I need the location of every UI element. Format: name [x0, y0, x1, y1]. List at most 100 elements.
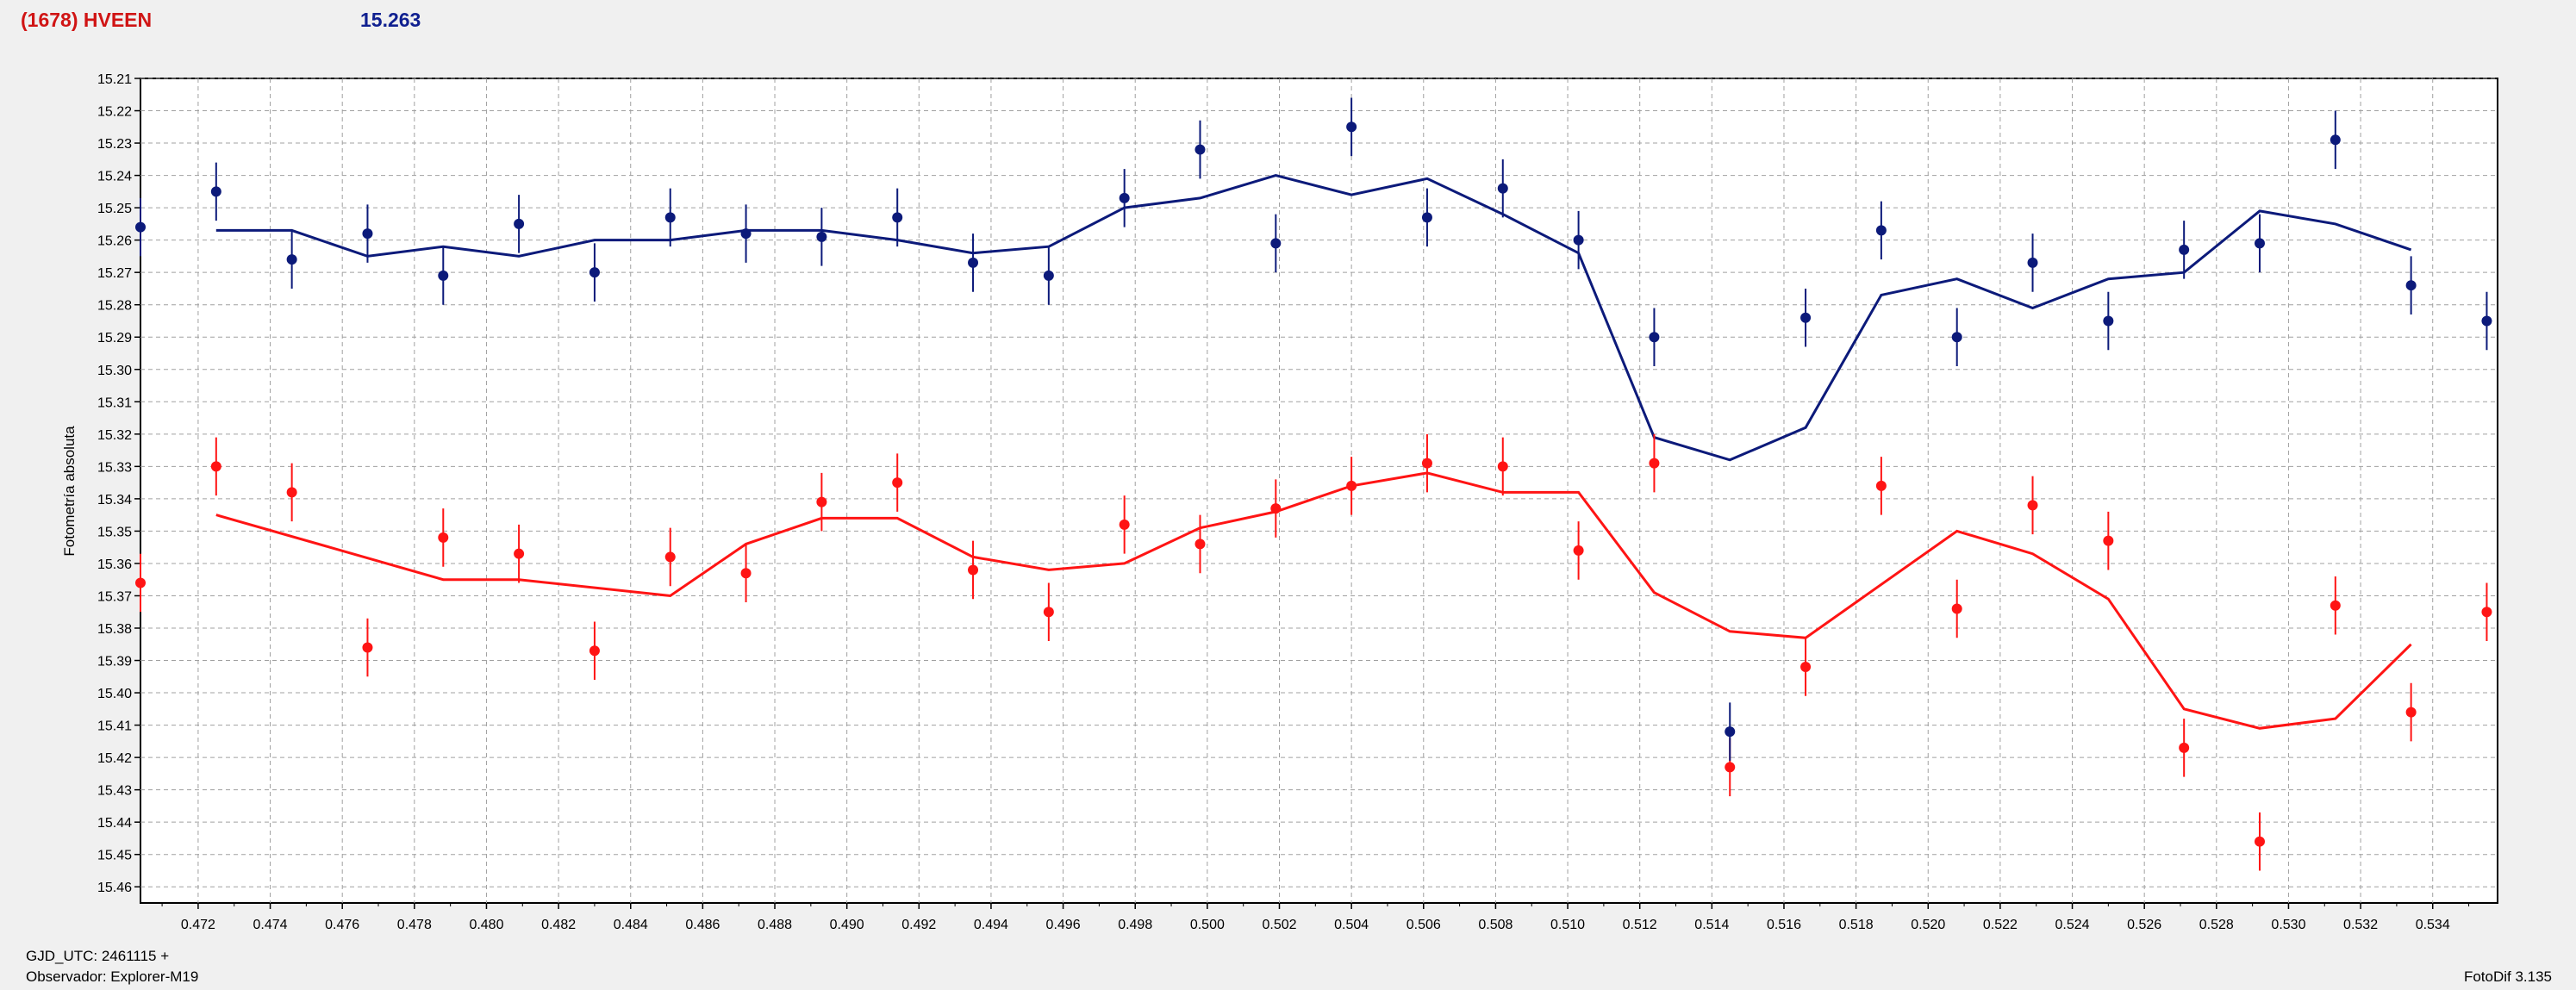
blue-data-point: [1043, 270, 1054, 281]
y-tick-label: 15.23: [97, 137, 132, 152]
blue-data-point: [2254, 238, 2265, 249]
x-tick-label: 0.496: [1046, 918, 1081, 932]
y-tick-label: 15.30: [97, 364, 132, 378]
blue-data-point: [1421, 212, 1432, 223]
red-data-point: [2405, 707, 2417, 718]
red-data-point: [438, 532, 449, 543]
gjd-label: GJD_UTC: 2461115 +: [26, 948, 170, 964]
y-tick-label: 15.41: [97, 719, 132, 734]
blue-data-point: [1875, 225, 1887, 236]
x-tick-label: 0.490: [830, 918, 864, 932]
y-tick-label: 15.27: [97, 266, 132, 281]
x-tick-label: 0.526: [2127, 918, 2161, 932]
blue-data-point: [1119, 192, 1130, 203]
red-data-point: [816, 496, 827, 507]
blue-data-point: [1270, 238, 1282, 249]
red-fit-line: [215, 471, 2412, 730]
red-data-point: [1194, 539, 1206, 550]
y-tick-label: 15.22: [97, 105, 132, 120]
red-data-point: [2254, 836, 2265, 847]
x-tick-label: 0.486: [685, 918, 720, 932]
x-tick-label: 0.524: [2055, 918, 2090, 932]
object-title: (1678) HVEEN: [21, 9, 153, 31]
y-tick-label: 15.40: [97, 687, 132, 701]
red-data-point: [2330, 600, 2341, 611]
blue-data-point: [1725, 726, 1736, 738]
y-tick-label: 15.39: [97, 655, 132, 669]
y-axis-label: Fotometría absoluta: [61, 426, 78, 557]
x-tick-label: 0.518: [1839, 918, 1874, 932]
red-data-point: [1725, 762, 1736, 773]
blue-data-point: [1800, 312, 1812, 323]
blue-data-point: [1194, 144, 1206, 155]
x-tick-label: 0.530: [2271, 918, 2305, 932]
blue-data-point: [2027, 257, 2038, 268]
blue-data-point: [892, 212, 903, 223]
red-data-point: [2179, 742, 2190, 753]
x-tick-label: 0.472: [181, 918, 215, 932]
plot-area: [140, 78, 2498, 904]
red-data-point: [1421, 458, 1432, 469]
x-tick-label: 0.528: [2199, 918, 2234, 932]
red-data-point: [1270, 503, 1282, 514]
x-tick-label: 0.502: [1262, 918, 1296, 932]
observer-label: Observador: Explorer-M19: [26, 968, 199, 985]
red-data-point: [1346, 480, 1357, 491]
blue-data-point: [286, 254, 297, 265]
x-tick-label: 0.514: [1694, 918, 1729, 932]
blue-data-point: [514, 218, 525, 229]
y-tick-label: 15.45: [97, 849, 132, 863]
red-data-point: [362, 642, 373, 653]
x-axis-ticks: 0.472 0.474 0.476 0.478 0.480 0.482 0.484 0.486…: [161, 903, 2470, 932]
red-data-point: [514, 548, 525, 559]
y-tick-label: 15.25: [97, 202, 132, 216]
x-tick-label: 0.488: [758, 918, 792, 932]
red-data-point: [135, 577, 146, 588]
x-tick-label: 0.522: [1983, 918, 2018, 932]
blue-data-point: [816, 231, 827, 242]
y-tick-label: 15.31: [97, 395, 132, 410]
red-data-point: [210, 461, 221, 472]
y-tick-label: 15.36: [97, 557, 132, 572]
blue-data-point: [438, 270, 449, 281]
y-tick-label: 15.42: [97, 751, 132, 766]
red-data-point: [286, 487, 297, 498]
y-tick-label: 15.28: [97, 299, 132, 314]
red-data-point: [2027, 500, 2038, 511]
fit-lines: [215, 174, 2412, 730]
y-tick-label: 15.44: [97, 816, 132, 831]
magnitude-value: 15.263: [360, 9, 421, 31]
y-tick-label: 15.43: [97, 784, 132, 799]
red-data-point: [2481, 607, 2492, 618]
y-tick-label: 15.34: [97, 493, 132, 507]
y-tick-label: 15.29: [97, 331, 132, 346]
x-tick-label: 0.532: [2343, 918, 2378, 932]
x-tick-label: 0.520: [1911, 918, 1945, 932]
blue-data-point: [2179, 244, 2190, 255]
red-data-point: [1497, 461, 1508, 472]
blue-data-point: [1346, 121, 1357, 133]
x-tick-label: 0.534: [2416, 918, 2450, 932]
red-data-point: [664, 551, 676, 563]
x-tick-label: 0.484: [614, 918, 648, 932]
x-tick-label: 0.512: [1623, 918, 1657, 932]
y-tick-label: 15.33: [97, 460, 132, 475]
y-tick-label: 15.46: [97, 881, 132, 895]
x-tick-label: 0.510: [1550, 918, 1585, 932]
blue-data-point: [135, 221, 146, 233]
blue-data-point: [2103, 315, 2114, 327]
blue-data-point: [2330, 134, 2341, 146]
red-data-point: [1649, 458, 1660, 469]
blue-data-point: [740, 228, 752, 240]
y-tick-label: 15.37: [97, 589, 132, 604]
blue-data-point: [210, 186, 221, 197]
y-tick-label: 15.21: [97, 72, 132, 87]
red-data-point: [740, 568, 752, 579]
red-data-point: [1043, 607, 1054, 618]
software-version: FotoDif 3.135: [2463, 968, 2552, 985]
red-data-point: [1800, 662, 1812, 673]
x-tick-label: 0.474: [253, 918, 288, 932]
y-tick-label: 15.38: [97, 622, 132, 637]
x-tick-label: 0.508: [1478, 918, 1513, 932]
red-data-point: [892, 477, 903, 489]
